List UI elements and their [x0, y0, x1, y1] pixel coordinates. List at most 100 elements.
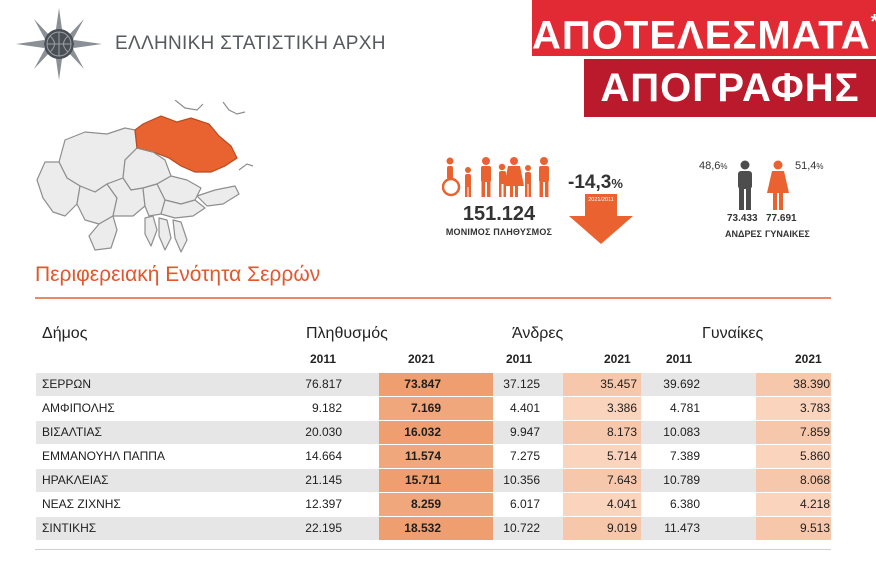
elstat-logo-icon	[14, 6, 104, 82]
col-men: Άνδρες	[512, 325, 564, 342]
men-pct-unit: %	[720, 162, 728, 171]
col-population: Πληθυσμός	[306, 325, 388, 342]
highlight-cell-bg	[563, 493, 641, 516]
women-count: 77.691	[766, 213, 797, 224]
population-2021-cell: 16.032	[404, 425, 441, 439]
highlight-cell-bg	[563, 397, 641, 420]
population-2021-cell: 18.532	[404, 521, 441, 535]
change-unit: %	[611, 176, 623, 191]
col-women: Γυναίκες	[702, 325, 764, 342]
municipality-name: ΝΕΑΣ ΖΙΧΝΗΣ	[42, 497, 121, 511]
women-2021-cell: 3.783	[799, 401, 830, 415]
men-2011-cell: 7.275	[509, 449, 540, 463]
men-percentage: 48,6%	[699, 160, 728, 172]
highlight-cell-bg	[756, 493, 831, 516]
men-pct-value: 48,6	[699, 160, 721, 172]
men-2021-cell: 5.714	[606, 449, 637, 463]
men-2021-cell: 35.457	[600, 377, 637, 391]
men-count: 73.433	[727, 213, 758, 224]
municipality-name: ΗΡΑΚΛΕΙΑΣ	[42, 473, 109, 487]
year-header: 2021	[795, 352, 822, 366]
highlight-cell-bg	[563, 421, 641, 444]
men-2021-cell: 9.019	[606, 521, 637, 535]
men-2021-cell: 8.173	[606, 425, 637, 439]
banner-line1: ΑΠΟΤΕΛΕΣΜΑΤΑ	[532, 13, 871, 58]
highlight-cell-bg	[379, 421, 493, 444]
census-banner: ΑΠΟΓΡΑΦΗΣ	[584, 59, 876, 117]
population-change: -14,3%	[568, 172, 623, 194]
men-2011-cell: 10.722	[503, 521, 540, 535]
women-2011-cell: 4.781	[669, 401, 700, 415]
change-number: -14,3	[568, 172, 612, 193]
woman-icon	[765, 160, 791, 210]
table-row: ΝΕΑΣ ΖΙΧΝΗΣ 12.397 8.259 6.017 4.041 6.380 4.2…	[36, 493, 831, 516]
highlight-cell-bg	[379, 517, 493, 540]
year-header: 2011	[666, 352, 693, 366]
municipality-name: ΣΙΝΤΙΚΗΣ	[42, 521, 97, 535]
women-2021-cell: 5.860	[799, 449, 830, 463]
men-2011-cell: 9.947	[509, 425, 540, 439]
region-title: Περιφερειακή Ενότητα Σερρών	[35, 263, 321, 286]
results-banner: ΑΠΟΤΕΛΕΣΜΑΤΑ*	[532, 0, 876, 58]
women-2021-cell: 8.068	[799, 473, 830, 487]
year-header: 2021	[604, 352, 631, 366]
men-2021-cell: 3.386	[606, 401, 637, 415]
women-2011-cell: 10.789	[663, 473, 700, 487]
municipality-name: ΒΙΣΑΛΤΙΑΣ	[42, 425, 102, 439]
top-divider	[35, 297, 831, 299]
banner-star: *	[871, 11, 876, 33]
population-2011-cell: 21.145	[305, 473, 342, 487]
municipality-name: ΕΜΜΑΝΟΥΗΛ ΠΑΠΠΑ	[42, 449, 165, 463]
municipality-name: ΣΕΡΡΩΝ	[42, 377, 92, 391]
men-2021-cell: 7.643	[606, 473, 637, 487]
highlight-cell-bg	[756, 421, 831, 444]
women-2021-cell: 7.859	[799, 425, 830, 439]
women-label: ΓΥΝΑΙΚΕΣ	[765, 229, 810, 239]
women-2021-cell: 38.390	[793, 377, 830, 391]
women-2011-cell: 6.380	[669, 497, 700, 511]
municipality-name: ΑΜΦΙΠΟΛΗΣ	[42, 401, 115, 415]
arrow-caption: 2021/2011	[588, 197, 614, 203]
highlight-cell-bg	[563, 373, 641, 396]
highlight-cell-bg	[563, 469, 641, 492]
table-row: ΒΙΣΑΛΤΙΑΣ 20.030 16.032 9.947 8.173 10.083 7.8…	[36, 421, 831, 444]
table-row: ΗΡΑΚΛΕΙΑΣ 21.145 15.711 10.356 7.643 10.789 8.…	[36, 469, 831, 492]
population-2021-cell: 8.259	[410, 497, 441, 511]
population-2011-cell: 20.030	[305, 425, 342, 439]
men-2011-cell: 37.125	[503, 377, 540, 391]
women-percentage: 51,4%	[795, 160, 824, 172]
men-label: ΑΝΔΡΕΣ	[725, 229, 762, 239]
year-header: 2021	[408, 352, 435, 366]
highlight-cell-bg	[379, 397, 493, 420]
man-icon	[733, 160, 757, 210]
population-2011-cell: 9.182	[311, 401, 342, 415]
population-2011-cell: 12.397	[305, 497, 342, 511]
women-pct-unit: %	[816, 162, 824, 171]
highlight-cell-bg	[563, 445, 641, 468]
macedonia-region-map-icon	[25, 99, 255, 265]
year-header: 2011	[310, 352, 337, 366]
highlight-cell-bg	[756, 373, 831, 396]
table-row: ΣΙΝΤΙΚΗΣ 22.195 18.532 10.722 9.019 11.473 9.5…	[36, 517, 831, 540]
year-header: 2011	[506, 352, 533, 366]
men-2021-cell: 4.041	[606, 497, 637, 511]
highlight-cell-bg	[756, 397, 831, 420]
table-row: ΣΕΡΡΩΝ 76.817 73.847 37.125 35.457 39.692 38.3…	[36, 373, 831, 396]
women-2011-cell: 11.473	[664, 521, 700, 535]
agency-name: ΕΛΛΗΝΙΚΗ ΣΤΑΤΙΣΤΙΚΗ ΑΡΧΗ	[115, 33, 386, 54]
men-2011-cell: 6.017	[509, 497, 540, 511]
highlight-cell-bg	[379, 493, 493, 516]
men-2011-cell: 4.401	[509, 401, 540, 415]
population-label: ΜΟΝΙΜΟΣ ΠΛΗΘΥΣΜΟΣ	[445, 227, 553, 237]
women-2011-cell: 39.692	[663, 377, 700, 391]
women-2021-cell: 9.513	[799, 521, 830, 535]
serres-region-highlight	[134, 115, 238, 173]
population-2011-cell: 76.817	[305, 377, 342, 391]
population-2021-cell: 15.711	[404, 473, 441, 487]
population-2021-cell: 7.169	[410, 401, 441, 415]
women-pct-value: 51,4	[795, 160, 817, 172]
highlight-cell-bg	[756, 445, 831, 468]
table-row: ΑΜΦΙΠΟΛΗΣ 9.182 7.169 4.401 3.386 4.781 3.783	[36, 397, 831, 420]
highlight-cell-bg	[379, 445, 493, 468]
women-2011-cell: 10.083	[663, 425, 700, 439]
